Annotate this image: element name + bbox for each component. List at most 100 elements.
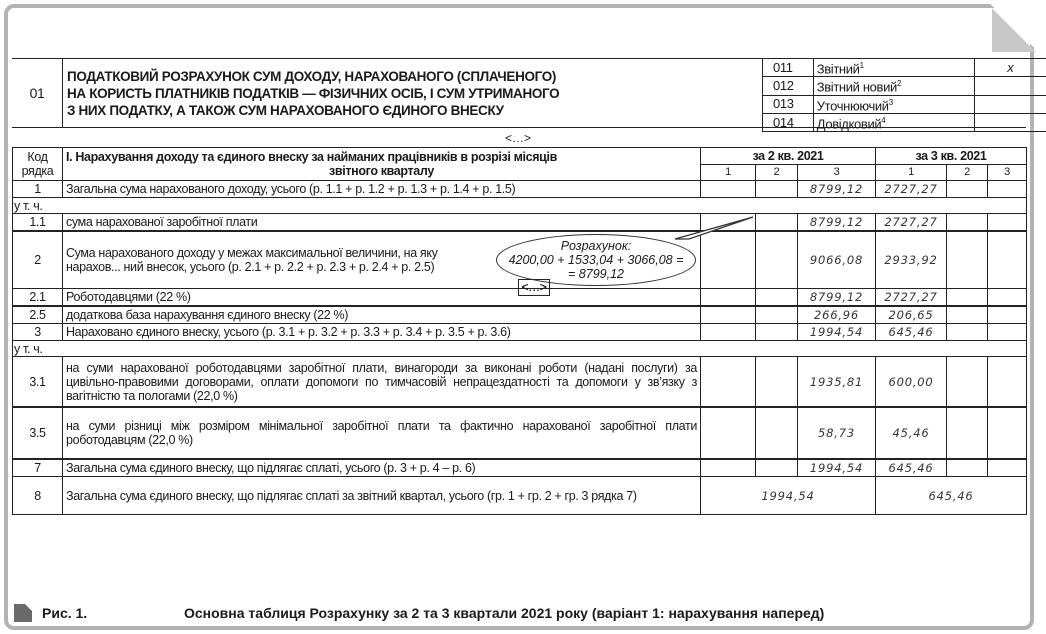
row-value[interactable]: 45,46 bbox=[875, 407, 947, 459]
row-value[interactable] bbox=[946, 459, 988, 477]
row-value[interactable]: 266,96 bbox=[797, 306, 876, 324]
month-header: 1 bbox=[875, 163, 947, 181]
row-value[interactable]: 206,65 bbox=[875, 306, 947, 324]
row-value[interactable]: 2727,27 bbox=[875, 180, 947, 198]
row-description-text: на суми різниці між розміром мінімальної… bbox=[66, 419, 697, 447]
report-type-mark[interactable] bbox=[973, 94, 1046, 114]
table-row: 2.5 додаткова база нарахування єдиного вн… bbox=[12, 306, 1027, 324]
row-value[interactable] bbox=[700, 231, 756, 289]
row-value[interactable] bbox=[987, 323, 1027, 341]
row-code: 2 bbox=[12, 231, 63, 289]
row-value[interactable] bbox=[946, 288, 988, 306]
calculation-callout: Розрахунок: 4200,00 + 1533,04 + 3066,08 … bbox=[496, 216, 754, 286]
row-value[interactable] bbox=[946, 231, 988, 289]
row-value[interactable] bbox=[755, 288, 798, 306]
footnote-marker: 1 bbox=[859, 61, 864, 70]
row-value[interactable]: 645,46 bbox=[875, 323, 947, 341]
row-value[interactable]: 8799,12 bbox=[797, 213, 876, 231]
ellipsis-row: <…> bbox=[517, 278, 551, 296]
row-value[interactable] bbox=[946, 213, 988, 231]
row-value[interactable] bbox=[987, 459, 1027, 477]
row-value[interactable]: 645,46 bbox=[875, 459, 947, 477]
row-value[interactable]: 2933,92 bbox=[875, 231, 947, 289]
row-value[interactable] bbox=[700, 407, 756, 459]
row-value[interactable] bbox=[700, 180, 756, 198]
quarter-header: за 3 кв. 2021 bbox=[875, 147, 1027, 165]
month-header: 2 bbox=[755, 163, 798, 181]
report-type-name: Звітний bbox=[816, 61, 860, 77]
report-type-name: Уточнюючий bbox=[816, 97, 889, 113]
row-description: Сума нарахованого доходу у межах максима… bbox=[62, 216, 754, 289]
row-value[interactable] bbox=[946, 180, 988, 198]
row-description-text: Сума нарахованого доходу у межах максима… bbox=[66, 246, 438, 274]
row-value[interactable] bbox=[987, 231, 1027, 289]
row-description-text: додаткова база нарахування єдиного внеск… bbox=[66, 308, 349, 322]
row-value[interactable] bbox=[987, 356, 1027, 407]
row-total-value[interactable]: 1994,54 bbox=[700, 476, 876, 515]
row-code: 1.1 bbox=[12, 213, 63, 231]
row-value[interactable] bbox=[987, 306, 1027, 324]
row-value[interactable] bbox=[946, 306, 988, 324]
row-value[interactable] bbox=[755, 180, 798, 198]
row-description-text: сума нарахованої заробітної плати bbox=[66, 215, 258, 229]
quarter-header: за 2 кв. 2021 bbox=[700, 147, 876, 165]
row-value[interactable] bbox=[755, 356, 798, 407]
row-value[interactable] bbox=[755, 213, 798, 231]
row-value[interactable]: 1994,54 bbox=[797, 323, 876, 341]
row-value[interactable]: 8799,12 bbox=[797, 180, 876, 198]
row-description: на суми різниці між розміром мінімальної… bbox=[62, 407, 701, 459]
row-value[interactable] bbox=[946, 356, 988, 407]
report-type-mark[interactable] bbox=[973, 112, 1046, 133]
row-description: Загальна сума нарахованого доходу, усьог… bbox=[62, 180, 701, 198]
code-header-line: Код bbox=[27, 150, 48, 164]
row-description: Роботодавцями (22 %) bbox=[62, 288, 701, 306]
row-description: сума нарахованої заробітної плати bbox=[62, 213, 701, 231]
row-value[interactable]: 9066,08 bbox=[797, 231, 876, 289]
row-value[interactable] bbox=[946, 407, 988, 459]
row-value[interactable]: 8799,12 bbox=[797, 288, 876, 306]
table-row: 7 Загальна сума єдиного внеску, що підляг… bbox=[12, 459, 1027, 477]
row-value[interactable]: 1994,54 bbox=[797, 459, 876, 477]
report-type-code: 014 bbox=[762, 112, 814, 133]
row-value[interactable]: 58,73 bbox=[797, 407, 876, 459]
report-type-mark[interactable]: x bbox=[973, 57, 1046, 78]
row-description-text: Нараховано єдиного внеску, усього (р. 3.… bbox=[66, 325, 511, 339]
row-value[interactable] bbox=[700, 459, 756, 477]
row-code: 3.1 bbox=[12, 356, 63, 407]
row-value[interactable] bbox=[987, 180, 1027, 198]
row-value[interactable] bbox=[755, 231, 798, 289]
row-value[interactable]: 1935,81 bbox=[797, 356, 876, 407]
row-value[interactable]: 600,00 bbox=[875, 356, 947, 407]
row-code: 3 bbox=[12, 323, 63, 341]
report-type-code: 011 bbox=[762, 57, 814, 78]
code-header: Код рядка bbox=[12, 147, 63, 181]
row-total-value[interactable]: 645,46 bbox=[875, 476, 1027, 515]
row-value[interactable] bbox=[755, 407, 798, 459]
figure-caption: Рис. 1. Основна таблиця Розрахунку за 2 … bbox=[14, 604, 1024, 624]
row-value[interactable] bbox=[700, 356, 756, 407]
row-value[interactable]: 2727,27 bbox=[875, 213, 947, 231]
form-title-line: ПОДАТКОВИЙ РОЗРАХУНОК СУМ ДОХОДУ, НАРАХО… bbox=[67, 68, 557, 84]
page-frame bbox=[4, 4, 1034, 630]
month-header: 1 bbox=[700, 163, 756, 181]
report-type-label: Довідковий4 bbox=[812, 112, 975, 133]
row-value[interactable] bbox=[987, 407, 1027, 459]
row-value[interactable] bbox=[946, 323, 988, 341]
row-code: 8 bbox=[12, 476, 63, 515]
callout-line: 4200,00 + 1533,04 + 3066,08 = bbox=[508, 253, 684, 267]
row-value[interactable] bbox=[755, 323, 798, 341]
row-value[interactable]: 2727,27 bbox=[875, 288, 947, 306]
row-value[interactable] bbox=[700, 323, 756, 341]
report-type-mark[interactable] bbox=[973, 76, 1046, 96]
row-value[interactable] bbox=[755, 306, 798, 324]
row-value[interactable] bbox=[987, 213, 1027, 231]
row-value[interactable] bbox=[700, 288, 756, 306]
row-value[interactable] bbox=[755, 459, 798, 477]
row-value[interactable] bbox=[700, 306, 756, 324]
row-description-text: Загальна сума єдиного внеску, що підляга… bbox=[66, 461, 476, 475]
table-row: 1 Загальна сума нарахованого доходу, усьо… bbox=[12, 180, 1027, 198]
form-title-line: НА КОРИСТЬ ПЛАТНИКІВ ПОДАТКІВ — ФІЗИЧНИХ… bbox=[67, 85, 560, 101]
footnote-marker: 3 bbox=[888, 97, 893, 107]
row-value[interactable] bbox=[987, 288, 1027, 306]
footnote-marker: 2 bbox=[896, 79, 902, 89]
